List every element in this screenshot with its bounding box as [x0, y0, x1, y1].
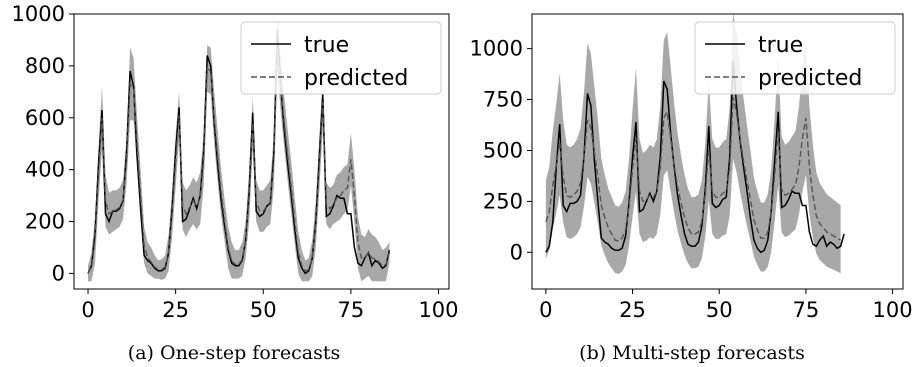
series-layer [87, 29, 391, 275]
plot-frame [73, 13, 450, 290]
y-tick-label: 1000 [12, 2, 65, 26]
uncertainty-band-layer [88, 19, 390, 282]
legend-label-predicted: predicted [758, 66, 862, 91]
legend: true predicted [694, 21, 896, 95]
x-tick-label: 0 [81, 298, 94, 322]
x-tick-label: 0 [539, 298, 552, 322]
x-tick-label: 25 [162, 298, 189, 322]
legend: true predicted [240, 21, 442, 95]
uncertainty-band-layer [545, 12, 841, 274]
y-tick-label: 400 [25, 158, 65, 182]
x-tick-label: 75 [338, 298, 365, 322]
legend-label-true: true [758, 33, 803, 58]
x-tick-label: 50 [250, 298, 277, 322]
y-tick-label: 750 [483, 88, 523, 112]
uncertainty-band [545, 12, 841, 274]
legend-box [694, 21, 896, 95]
y-tick-label: 200 [25, 210, 65, 234]
legend-box [240, 21, 442, 95]
y-tick-label: 1000 [470, 37, 523, 61]
y-tick-label: 800 [25, 54, 65, 78]
series-line-predicted [87, 45, 391, 274]
y-tick-label: 500 [483, 138, 523, 162]
uncertainty-band [88, 19, 390, 282]
y-tick-label: 0 [510, 240, 523, 264]
y-tick-label: 600 [25, 106, 65, 130]
x-tick-label: 100 [418, 298, 458, 322]
x-tick-label: 100 [873, 298, 912, 322]
series-layer [545, 60, 845, 254]
x-tick-label: 75 [793, 298, 820, 322]
y-tick-label: 250 [483, 189, 523, 213]
legend-label-predicted: predicted [304, 66, 408, 91]
x-tick-label: 25 [619, 298, 646, 322]
caption-multi-step: (b) Multi-step forecasts [579, 342, 805, 364]
caption-one-step: (a) One-step forecasts [128, 342, 340, 364]
x-tick-label: 50 [706, 298, 733, 322]
y-tick-label: 0 [52, 261, 65, 285]
series-line-true [545, 60, 845, 254]
series-line-true [87, 29, 391, 275]
legend-label-true: true [304, 33, 349, 58]
plot-frame [531, 13, 904, 290]
series-line-predicted [545, 97, 841, 242]
